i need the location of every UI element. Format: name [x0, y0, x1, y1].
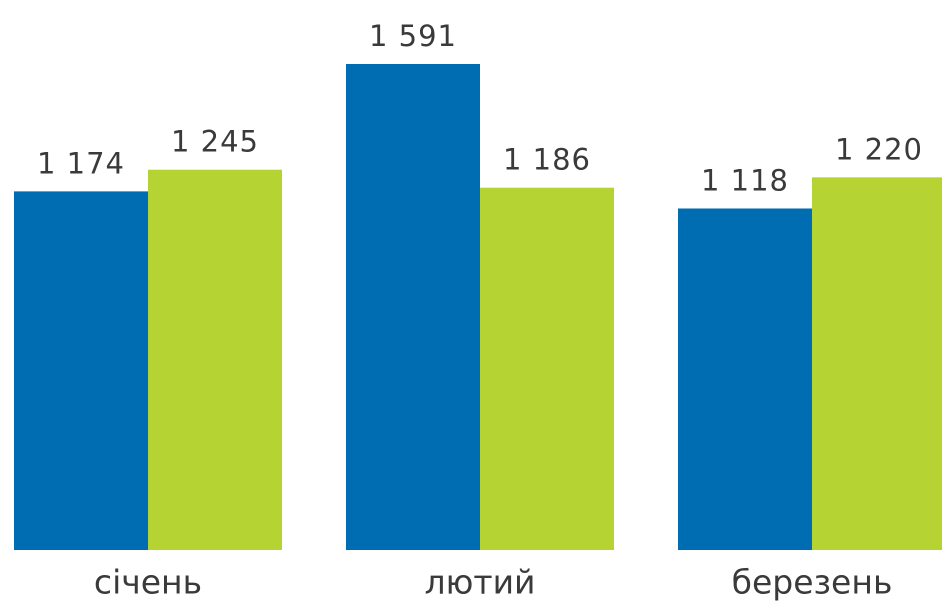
value-label: 1 186 — [503, 143, 591, 177]
category-label: січень — [94, 563, 202, 602]
value-label: 1 118 — [701, 163, 789, 197]
bar — [678, 208, 812, 550]
bar — [346, 64, 480, 550]
category-label: лютий — [425, 563, 536, 602]
bar — [148, 169, 282, 550]
bar — [480, 187, 614, 550]
bar — [812, 177, 942, 550]
value-label: 1 591 — [369, 19, 457, 53]
value-label: 1 245 — [171, 125, 259, 159]
bar — [14, 191, 148, 551]
value-label: 1 174 — [37, 146, 125, 180]
value-label: 1 220 — [835, 132, 923, 166]
category-label: березень — [732, 563, 893, 602]
